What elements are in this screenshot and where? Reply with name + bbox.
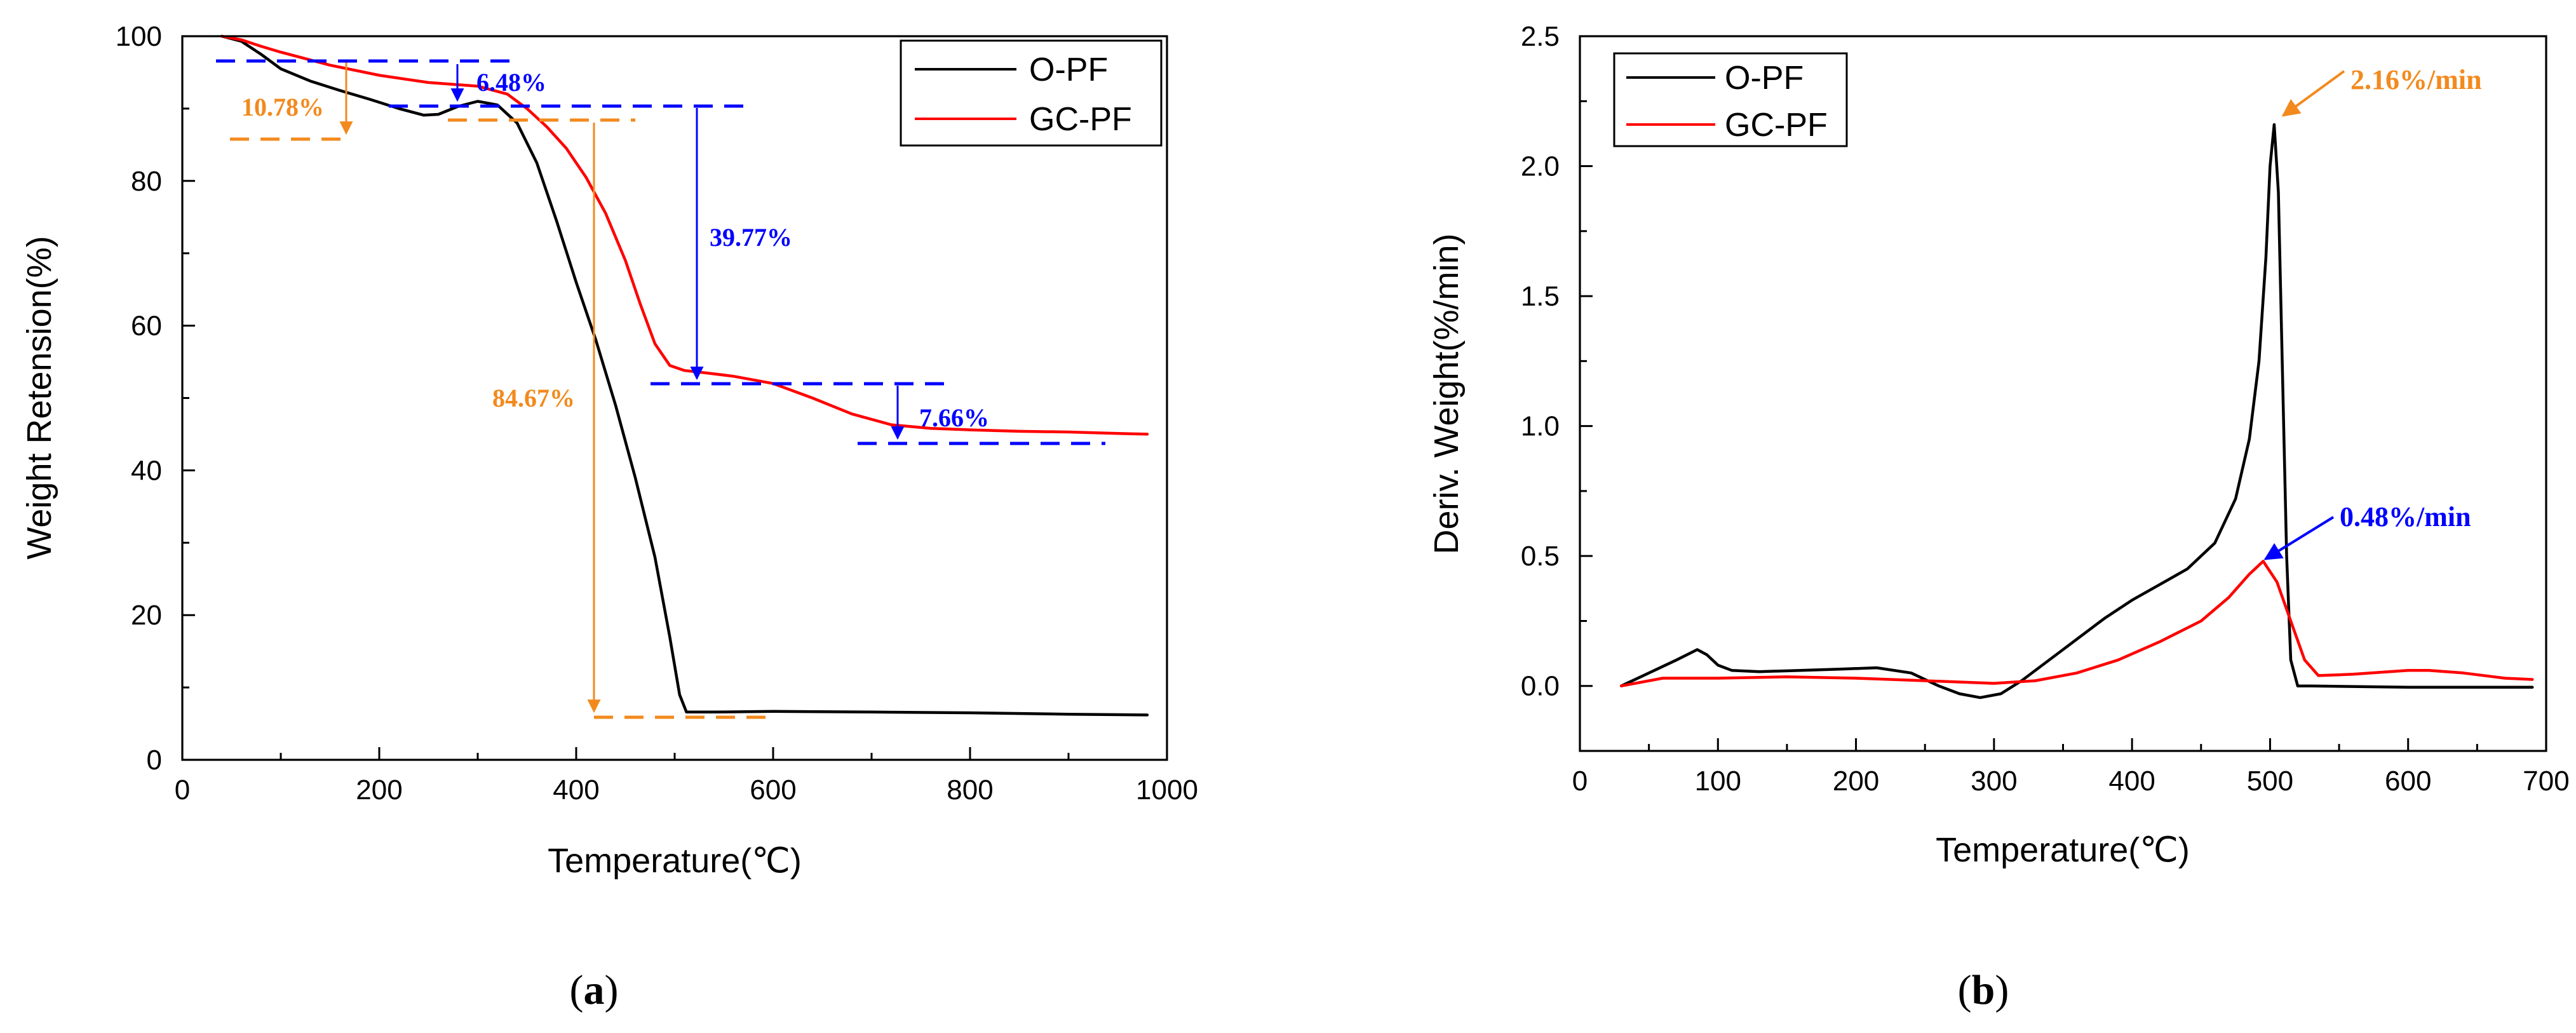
panel-a-ticks: 0 200 400 600 800 1000 0 20 40 60 80 100 <box>116 21 1198 806</box>
panel-a-annotations: 10.78% 6.48% 84.67% 39.77% 7.66% <box>216 59 1105 719</box>
panel-b-legend: O-PF GC-PF <box>1613 52 1848 147</box>
panel-b-ticks: 0 100 200 300 400 500 600 700 0.0 0.5 1.0 1.5 2.0 2.5 <box>1521 21 2570 797</box>
panel-b-annotations: 2.16%/min 0.48%/min <box>2263 64 2482 560</box>
x-tick-label: 1000 <box>1136 774 1198 806</box>
panel-a-legend: O-PF GC-PF <box>900 39 1163 147</box>
legend-box <box>900 39 1163 147</box>
x-tick-label: 500 <box>2247 766 2293 797</box>
panel-b-series <box>1619 123 2534 699</box>
y-tick-label: 60 <box>131 311 162 342</box>
a-annotation-84-67: 84.67% <box>492 384 575 412</box>
panel-a-letter: a <box>584 967 605 1013</box>
b-annotation-2-16: 2.16%/min <box>2350 64 2482 95</box>
panel-a-label: (a) <box>570 967 619 1013</box>
y-tick-label: 2.0 <box>1521 151 1560 182</box>
a-annotation-39-77: 39.77% <box>710 223 792 252</box>
y-tick-label: 2.5 <box>1521 21 1560 52</box>
x-tick-label: 400 <box>553 774 599 806</box>
y-tick-label: 100 <box>116 21 162 52</box>
series-line-gc-pf <box>220 34 1149 436</box>
legend-label-o-pf: O-PF <box>1725 60 1804 97</box>
panel-b-plot-frame <box>1579 35 2547 752</box>
y-tick-label: 20 <box>131 600 162 631</box>
b-annotation-0-48: 0.48%/min <box>2340 501 2471 532</box>
x-tick-label: 600 <box>750 774 796 806</box>
legend-label-gc-pf: GC-PF <box>1725 107 1828 144</box>
y-tick-label: 80 <box>131 166 162 197</box>
a-annotation-7-66: 7.66% <box>919 403 989 432</box>
x-tick-label: 0 <box>1572 766 1588 797</box>
panel-a-series <box>220 34 1149 717</box>
x-tick-label: 0 <box>175 774 190 806</box>
a-annotation-6-48: 6.48% <box>476 68 546 97</box>
x-tick-label: 200 <box>356 774 402 806</box>
y-tick-label: 0.0 <box>1521 671 1560 702</box>
panel-a-x-axis-title: Temperature(℃) <box>548 842 802 880</box>
x-tick-label: 100 <box>1695 766 1741 797</box>
x-tick-label: 700 <box>2523 766 2569 797</box>
panel-a: 0 200 400 600 800 1000 0 20 40 60 80 100 10.78% 6.4… <box>20 21 1198 1013</box>
x-tick-label: 800 <box>947 774 993 806</box>
panel-b-x-axis-title: Temperature(℃) <box>1936 831 2190 869</box>
x-tick-label: 300 <box>1971 766 2017 797</box>
b-arrow-0-48 <box>2263 516 2335 560</box>
legend-label-o-pf: O-PF <box>1029 51 1108 88</box>
panel-b-letter: b <box>1972 967 1995 1013</box>
panel-b-y-axis-title: Deriv. Weight(%/min) <box>1427 233 1466 554</box>
x-tick-label: 200 <box>1833 766 1879 797</box>
y-tick-label: 1.0 <box>1521 411 1560 442</box>
series-line-gc-pf <box>1619 560 2534 687</box>
y-tick-label: 40 <box>131 455 162 486</box>
panel-a-plot-frame <box>181 35 1168 761</box>
legend-label-gc-pf: GC-PF <box>1029 101 1132 138</box>
panel-b: 0 100 200 300 400 500 600 700 0.0 0.5 1.0 1.5 2.0 2.5… <box>1427 21 2570 1013</box>
series-line-o-pf <box>220 34 1149 717</box>
a-annotation-10-78: 10.78% <box>241 93 324 121</box>
panel-b-label: (b) <box>1958 967 2009 1013</box>
x-tick-label: 400 <box>2108 766 2155 797</box>
series-line-o-pf <box>1619 123 2534 699</box>
y-tick-label: 0 <box>147 745 162 776</box>
legend-box <box>1613 52 1848 147</box>
b-arrow-2-16 <box>2281 70 2345 117</box>
panel-a-y-axis-title: Weight Retension(%) <box>20 236 58 559</box>
x-tick-label: 600 <box>2385 766 2431 797</box>
y-tick-label: 0.5 <box>1521 541 1560 572</box>
y-tick-label: 1.5 <box>1521 281 1560 312</box>
